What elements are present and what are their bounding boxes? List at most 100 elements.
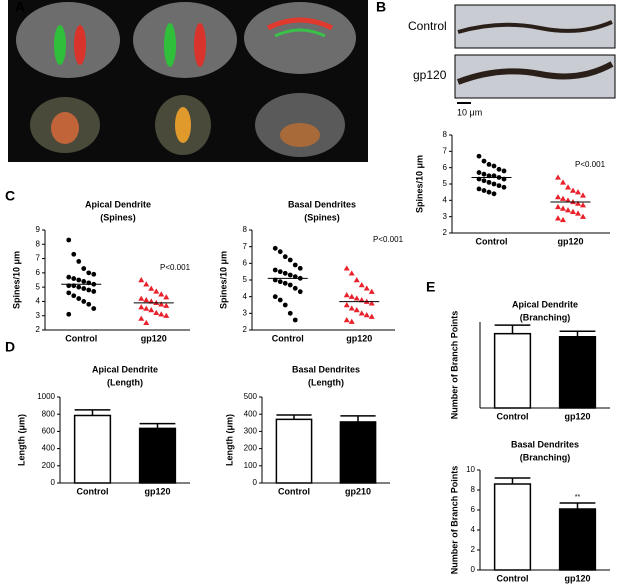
data-point <box>580 213 586 219</box>
data-point <box>368 300 375 306</box>
data-point <box>481 178 487 184</box>
y-tick-label: 2 <box>243 325 248 334</box>
data-point <box>353 307 360 313</box>
data-point <box>555 194 561 200</box>
chart-title: Apical Dendrite <box>85 199 151 209</box>
chart-subtitle: (Spines) <box>304 212 340 222</box>
data-point <box>143 297 150 303</box>
data-point <box>277 279 283 285</box>
y-tick-label: 200 <box>244 444 258 453</box>
data-point <box>486 162 492 167</box>
annotation: P<0.001 <box>160 263 191 272</box>
micrograph-label: gp120 <box>413 68 447 82</box>
data-point <box>560 216 566 223</box>
data-point <box>501 168 507 174</box>
y-axis-label: Spines/10 μm <box>218 251 228 309</box>
data-point <box>86 270 92 276</box>
annotation: P<0.001 <box>373 235 404 244</box>
y-tick-label: 400 <box>244 409 258 418</box>
y-tick-label: 600 <box>42 427 56 436</box>
data-point <box>277 297 283 303</box>
y-tick-label: 400 <box>42 444 56 453</box>
data-point <box>148 285 155 291</box>
bar <box>339 421 377 484</box>
data-point <box>358 297 365 303</box>
data-point <box>348 318 355 324</box>
brain-slice <box>244 2 356 74</box>
data-point <box>148 307 155 313</box>
data-point <box>71 276 77 281</box>
y-tick-label: 100 <box>244 461 258 470</box>
y-tick-label: 8 <box>471 485 476 494</box>
bar <box>73 414 112 484</box>
data-point <box>153 309 160 316</box>
x-tick-label: gp120 <box>564 411 590 421</box>
data-point <box>575 189 581 195</box>
panel-label: E <box>426 279 435 295</box>
data-point <box>81 266 87 271</box>
dendrite <box>456 61 614 85</box>
bar <box>138 427 177 484</box>
data-point <box>138 315 145 321</box>
scale-label: 10 μm <box>457 107 482 117</box>
y-tick-label: 5 <box>443 179 448 188</box>
data-point <box>158 291 165 297</box>
data-point <box>297 289 303 295</box>
data-point <box>158 301 165 307</box>
stain-orange <box>175 107 191 143</box>
data-point <box>287 257 293 263</box>
stain-orange <box>51 112 79 144</box>
panel-label: C <box>5 188 15 204</box>
y-tick-label: 3 <box>243 308 248 317</box>
y-tick-label: 5 <box>36 282 41 291</box>
data-point <box>580 202 586 208</box>
chart-title: Apical Dendrite <box>512 299 578 309</box>
data-point <box>81 279 87 284</box>
chart-title: Apical Dendrite <box>92 364 158 374</box>
data-point <box>272 267 278 273</box>
data-point <box>476 170 482 175</box>
data-point <box>481 171 487 177</box>
data-point <box>565 207 571 213</box>
data-point <box>570 208 576 214</box>
y-tick-label: 2 <box>36 325 41 334</box>
data-point <box>570 187 576 193</box>
data-point <box>287 272 293 278</box>
data-point <box>282 270 288 276</box>
data-point <box>143 305 150 311</box>
data-point <box>343 317 350 323</box>
data-point <box>163 294 170 300</box>
stain-red <box>266 17 334 31</box>
y-tick-label: 500 <box>244 392 258 401</box>
data-point <box>138 295 145 301</box>
y-tick-label: 3 <box>443 212 448 221</box>
data-point <box>353 295 360 301</box>
chart-subtitle: (Spines) <box>100 212 136 222</box>
panel-a-images <box>8 0 368 162</box>
data-point <box>501 184 507 190</box>
data-point <box>555 215 561 221</box>
data-point <box>565 197 571 203</box>
chart-title: Basal Dendrites <box>292 364 360 374</box>
data-point <box>158 311 165 317</box>
brain-slice <box>133 2 237 78</box>
chart-subtitle: (Length) <box>107 377 143 387</box>
y-tick-label: 4 <box>471 525 476 534</box>
data-point <box>81 286 87 291</box>
x-tick-label: Control <box>497 411 529 421</box>
chart-title: Basal Dendrites <box>511 439 579 449</box>
y-tick-label: 300 <box>244 427 258 436</box>
data-point <box>575 210 581 216</box>
data-point <box>560 179 566 185</box>
data-point <box>76 284 82 290</box>
data-point <box>368 288 375 294</box>
data-point <box>560 195 566 201</box>
y-tick-label: 0 <box>51 478 56 487</box>
x-tick-label: gp120 <box>141 333 167 343</box>
x-tick-label: Control <box>497 573 529 583</box>
y-tick-label: 2 <box>443 228 448 237</box>
data-point <box>91 271 97 277</box>
data-point <box>486 189 492 195</box>
bar <box>493 332 532 409</box>
data-point <box>297 265 303 271</box>
